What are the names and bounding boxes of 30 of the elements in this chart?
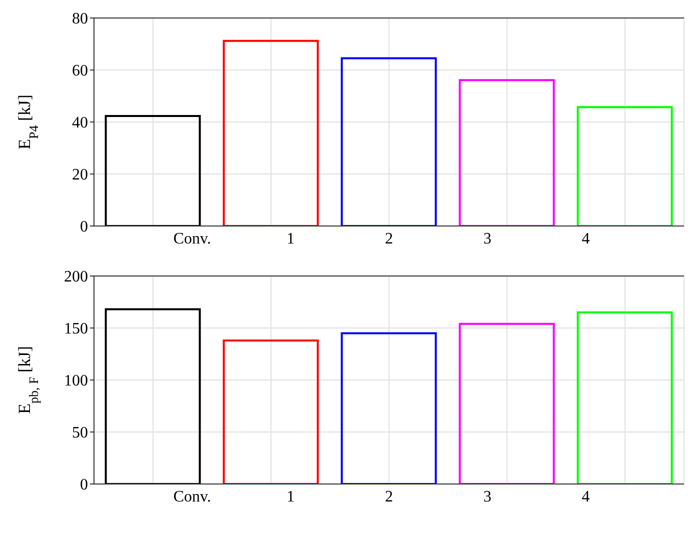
y-tick-label: 40	[72, 114, 88, 132]
x-tick-label: 4	[582, 488, 590, 506]
bar	[222, 339, 319, 484]
x-tick-label: 4	[582, 230, 590, 248]
x-tick-label: 2	[385, 488, 393, 506]
x-tick-label: 2	[385, 230, 393, 248]
bar	[104, 115, 201, 226]
bar	[340, 57, 437, 226]
bar	[458, 79, 555, 226]
y-tick-label: 200	[64, 268, 88, 286]
x-tick-label: Conv.	[173, 230, 212, 248]
y-tick-label: 0	[80, 218, 88, 236]
y-tick-label: 150	[64, 320, 88, 338]
y-tick-label: 0	[80, 476, 88, 494]
x-tick-label: 1	[286, 230, 295, 248]
y-tick-label: 80	[72, 10, 88, 28]
x-tick-label: 3	[483, 488, 492, 506]
bar	[458, 322, 555, 484]
bar	[576, 311, 673, 484]
bar	[104, 308, 201, 484]
bar	[222, 40, 319, 226]
y-tick-label: 100	[64, 372, 88, 390]
x-tick-label: Conv.	[173, 488, 212, 506]
y-tick-label: 50	[72, 424, 88, 442]
x-tick-label: 3	[483, 230, 492, 248]
bar	[576, 106, 673, 226]
y-tick-label: 60	[72, 62, 88, 80]
x-tick-label: 1	[286, 488, 295, 506]
bar	[340, 332, 437, 484]
y-tick-label: 20	[72, 166, 88, 184]
